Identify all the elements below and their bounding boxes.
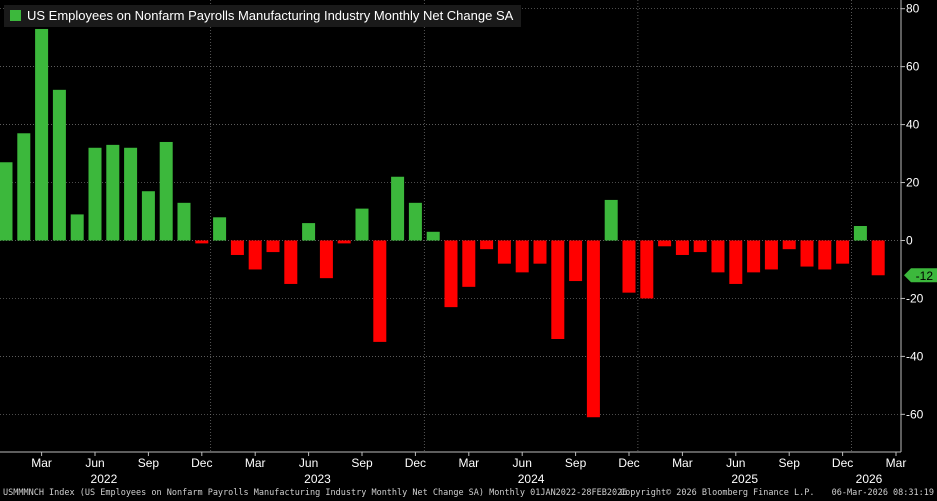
last-value-marker — [904, 268, 937, 283]
bar — [497, 240, 511, 264]
legend-label: US Employees on Nonfarm Payrolls Manufac… — [27, 8, 514, 23]
bar — [0, 162, 13, 241]
footer-copyright: Copyright© 2026 Bloomberg Finance L.P. — [620, 488, 815, 498]
bar — [551, 240, 565, 339]
bar — [622, 240, 636, 293]
x-tick-label: Dec — [405, 456, 426, 470]
x-year-label: 2026 — [856, 472, 883, 486]
y-tick-label: -40 — [906, 349, 924, 363]
bar — [17, 133, 31, 241]
bar — [106, 144, 120, 241]
y-tick-label: 60 — [906, 60, 920, 74]
bar — [480, 240, 494, 250]
y-tick-label: 40 — [906, 118, 920, 132]
bar — [764, 240, 778, 270]
footer-source: USMMMNCH Index (US Employees on Nonfarm … — [3, 488, 628, 498]
x-year-label: 2024 — [518, 472, 545, 486]
x-tick-label: Mar — [31, 456, 52, 470]
y-tick-label: -20 — [906, 291, 924, 305]
bar — [284, 240, 298, 284]
bar — [88, 147, 102, 241]
bar — [693, 240, 707, 253]
bar — [141, 191, 155, 241]
bar — [569, 240, 583, 282]
bar — [640, 240, 654, 299]
bar — [230, 240, 244, 255]
bar — [70, 214, 84, 241]
bar — [391, 176, 405, 241]
bar — [853, 226, 867, 241]
x-tick-label: Jun — [513, 456, 532, 470]
bar — [266, 240, 280, 253]
bar — [462, 240, 476, 287]
x-tick-label: Mar — [245, 456, 266, 470]
legend-swatch — [10, 10, 21, 21]
bar — [711, 240, 725, 273]
y-tick-label: -60 — [906, 407, 924, 421]
x-tick-label: Mar — [886, 456, 907, 470]
bar — [177, 202, 191, 241]
bar — [355, 208, 369, 241]
x-tick-label: Sep — [779, 456, 801, 470]
last-value-label: -12 — [916, 269, 934, 283]
footer-timestamp: 06-Mar-2026 08:31:19 — [831, 488, 934, 498]
bar — [337, 240, 351, 244]
x-tick-label: Dec — [832, 456, 853, 470]
bar — [373, 240, 387, 342]
bar — [586, 240, 600, 418]
bar — [782, 240, 796, 250]
x-year-label: 2025 — [731, 472, 758, 486]
bar — [729, 240, 743, 284]
bar — [426, 231, 440, 241]
x-tick-label: Dec — [618, 456, 639, 470]
footer: USMMMNCH Index (US Employees on Nonfarm … — [0, 486, 937, 501]
bar — [747, 240, 761, 273]
y-tick-label: 20 — [906, 176, 920, 190]
x-tick-label: Mar — [458, 456, 479, 470]
bar — [800, 240, 814, 267]
bar — [195, 240, 209, 244]
bar — [444, 240, 458, 308]
bar — [213, 217, 227, 241]
bar — [319, 240, 333, 279]
bar — [159, 141, 173, 241]
y-tick-label: 80 — [906, 2, 920, 16]
chart-area: 80 60 40 20 0 -20 -40 -60 -12 Mar Jun Sep Dec Mar Jun S… — [0, 0, 937, 486]
bar — [871, 240, 885, 276]
x-tick-label: Sep — [351, 456, 373, 470]
y-tick-label: 0 — [906, 233, 913, 247]
bar — [35, 28, 49, 241]
x-tick-label: Sep — [138, 456, 160, 470]
bar — [248, 240, 262, 270]
bar — [675, 240, 689, 255]
bar — [124, 147, 138, 241]
bar — [52, 89, 66, 241]
bar — [818, 240, 832, 270]
bar — [515, 240, 529, 273]
x-tick-label: Mar — [672, 456, 693, 470]
x-tick-label: Dec — [191, 456, 212, 470]
legend: US Employees on Nonfarm Payrolls Manufac… — [4, 5, 522, 27]
bar — [836, 240, 850, 264]
x-tick-label: Jun — [85, 456, 104, 470]
x-tick-label: Jun — [726, 456, 745, 470]
x-year-label: 2022 — [91, 472, 118, 486]
bar — [302, 223, 316, 241]
bar — [533, 240, 547, 264]
x-tick-label: Jun — [299, 456, 318, 470]
bar — [658, 240, 672, 247]
bar — [604, 199, 618, 241]
x-year-label: 2023 — [304, 472, 331, 486]
bar — [408, 202, 422, 241]
x-tick-label: Sep — [565, 456, 587, 470]
